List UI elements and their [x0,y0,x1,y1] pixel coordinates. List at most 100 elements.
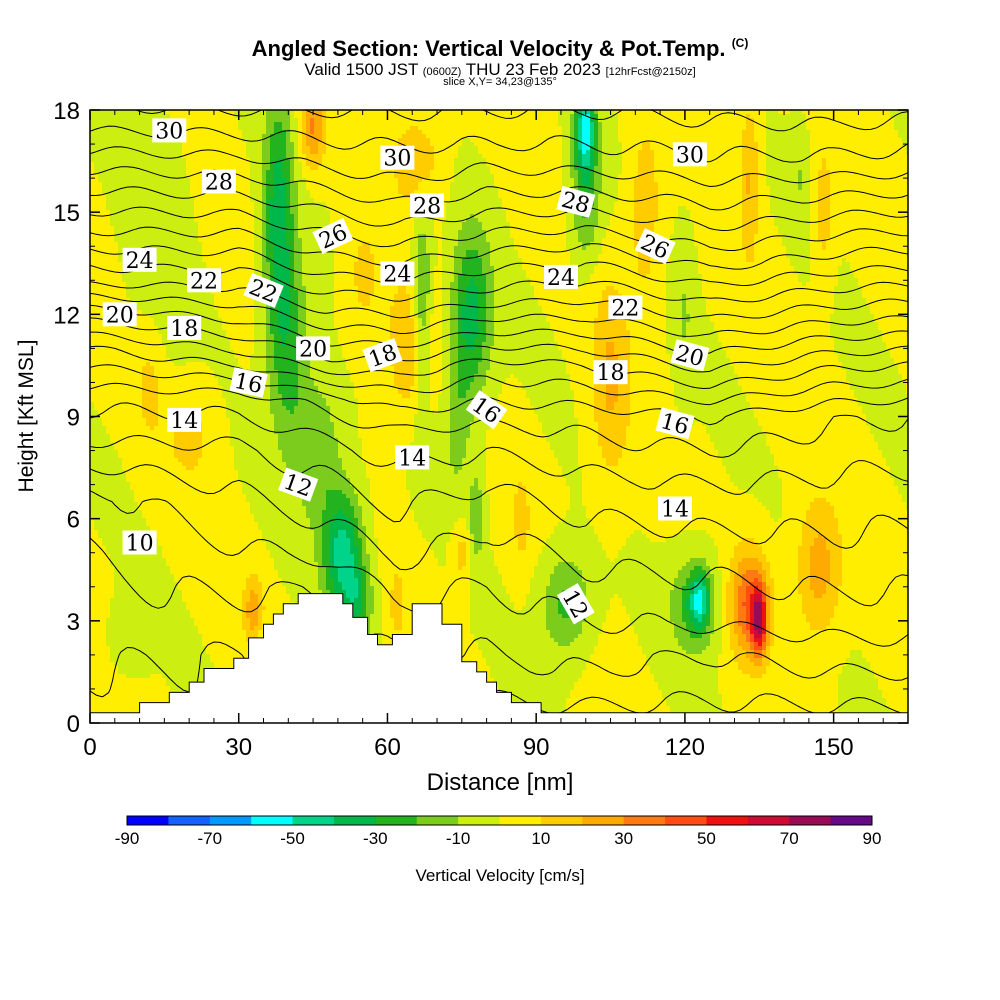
velocity-cell [110,210,115,215]
velocity-cell [174,174,179,179]
velocity-cell [154,310,159,315]
velocity-cell [170,638,175,643]
velocity-cell [178,446,183,451]
velocity-cell [102,622,107,627]
velocity-cell [150,494,155,499]
velocity-cell [110,282,115,287]
velocity-cell [98,362,103,367]
velocity-cell [110,390,115,395]
velocity-cell [158,346,163,351]
velocity-cell [206,110,211,115]
velocity-cell [130,382,135,387]
velocity-cell [158,174,163,179]
velocity-cell [162,566,167,571]
velocity-cell [94,430,99,435]
velocity-cell [102,534,107,539]
velocity-cell [182,530,187,535]
velocity-cell [114,682,119,687]
velocity-cell [190,214,195,219]
velocity-cell [182,174,187,179]
velocity-cell [98,446,103,451]
velocity-cell [126,214,131,219]
velocity-cell [90,170,95,175]
velocity-cell [166,366,171,371]
velocity-cell [198,126,203,131]
velocity-cell [122,190,127,195]
velocity-cell [150,602,155,607]
velocity-cell [166,626,171,631]
velocity-cell [202,502,207,507]
velocity-cell [98,626,103,631]
velocity-cell [214,554,219,559]
velocity-cell [114,430,119,435]
velocity-cell [198,478,203,483]
velocity-cell [202,166,207,171]
velocity-cell [178,514,183,519]
velocity-cell [122,194,127,199]
velocity-cell [158,654,163,659]
velocity-cell [198,502,203,507]
velocity-cell [134,390,139,395]
velocity-cell [194,190,199,195]
velocity-cell [146,570,151,575]
velocity-cell [118,554,123,559]
velocity-cell [210,242,215,247]
velocity-cell [210,622,215,627]
velocity-cell [206,310,211,315]
velocity-cell [102,258,107,263]
velocity-cell [194,146,199,151]
velocity-cell [142,686,147,691]
velocity-cell [122,386,127,391]
velocity-cell [206,138,211,143]
velocity-cell [170,150,175,155]
velocity-cell [190,246,195,251]
velocity-cell [206,622,211,627]
velocity-cell [154,334,159,339]
velocity-cell [134,626,139,631]
velocity-cell [178,274,183,279]
velocity-cell [106,694,111,699]
velocity-cell [106,334,111,339]
velocity-cell [174,678,179,683]
velocity-cell [186,586,191,591]
velocity-cell [142,346,147,351]
velocity-cell [130,370,135,375]
velocity-cell [94,646,99,651]
velocity-cell [214,446,219,451]
velocity-cell [114,658,119,663]
velocity-cell [90,174,95,179]
velocity-cell [182,214,187,219]
velocity-cell [122,334,127,339]
velocity-cell [114,442,119,447]
velocity-cell [170,306,175,311]
velocity-cell [154,234,159,239]
velocity-cell [166,202,171,207]
velocity-cell [106,530,111,535]
velocity-cell [134,334,139,339]
velocity-cell [110,118,115,123]
velocity-cell [210,586,215,591]
velocity-cell [102,270,107,275]
velocity-cell [198,298,203,303]
velocity-cell [114,478,119,483]
velocity-cell [102,450,107,455]
velocity-cell [202,374,207,379]
velocity-cell [94,410,99,415]
velocity-cell [194,354,199,359]
velocity-cell [202,150,207,155]
velocity-cell [210,294,215,299]
velocity-cell [130,594,135,599]
velocity-cell [118,242,123,247]
velocity-cell [138,406,143,411]
velocity-cell [154,114,159,119]
velocity-cell [158,286,163,291]
velocity-cell [106,350,111,355]
velocity-cell [118,678,123,683]
velocity-cell [98,270,103,275]
velocity-cell [98,218,103,223]
velocity-cell [146,410,151,415]
velocity-cell [94,546,99,551]
velocity-cell [190,590,195,595]
velocity-cell [154,482,159,487]
velocity-cell [194,482,199,487]
